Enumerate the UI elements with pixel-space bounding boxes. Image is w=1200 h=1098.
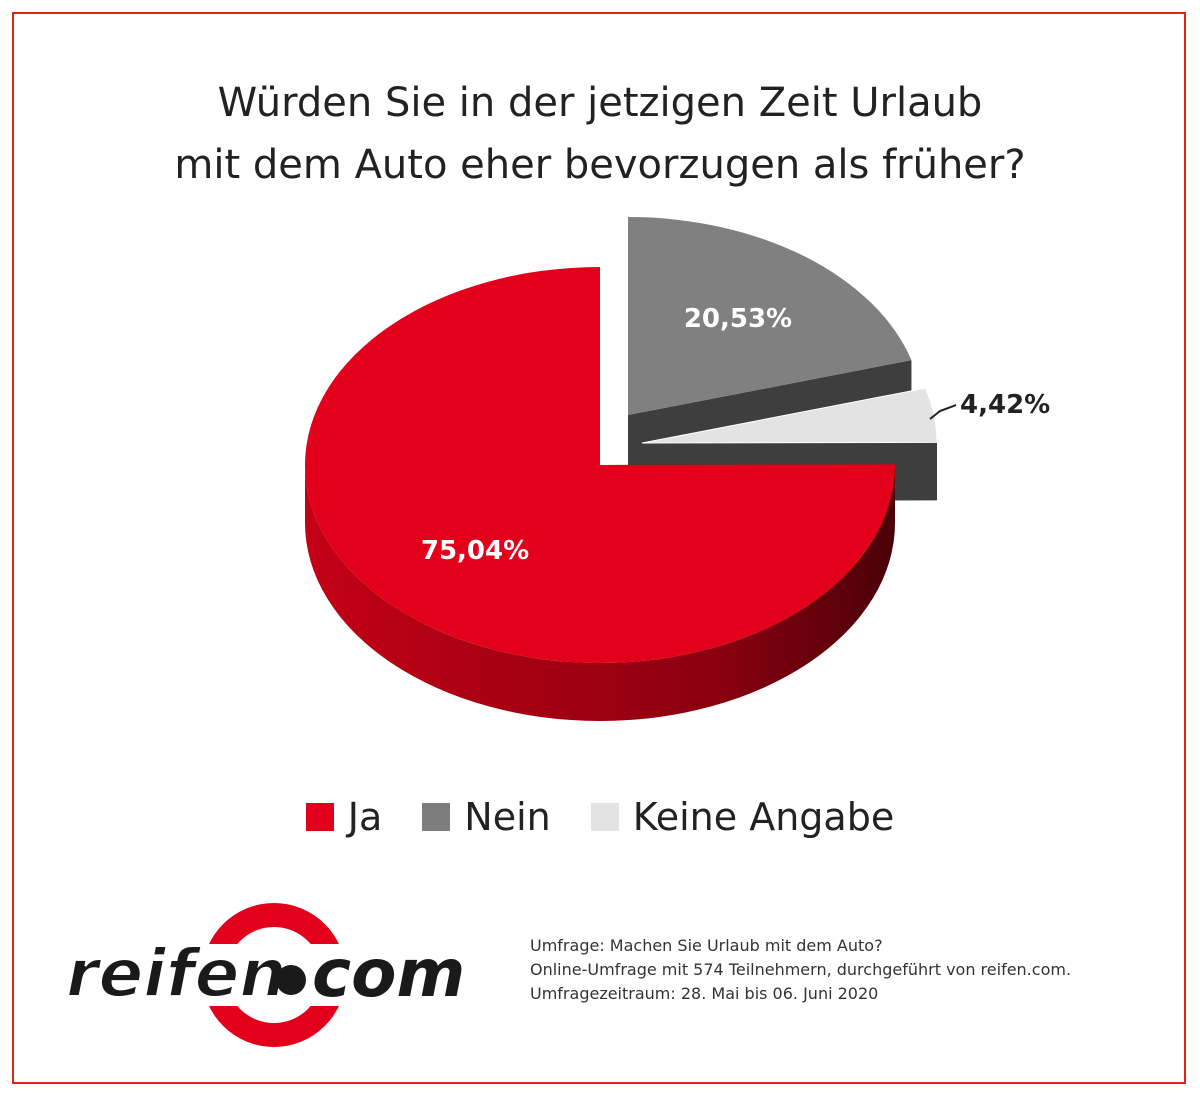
logo-text-left: reifen [66,935,286,1012]
footnote-line-3: Umfragezeitraum: 28. Mai bis 06. Juni 20… [530,984,879,1003]
pie-chart: 75,04% 20,53% 4,42% [304,217,1050,721]
legend-item-keine-angabe: Keine Angabe [590,795,895,839]
title-line-1: Würden Sie in der jetzigen Zeit Urlaub [217,80,983,126]
pie-side-ja [305,465,895,721]
legend-swatch-nein [422,803,451,831]
pie-slice-ja [304,267,895,664]
pie-label-nein: 20,53% [684,304,792,334]
pie-leader-keine-angabe [929,404,957,420]
title-line-2: mit dem Auto eher bevorzugen als früher? [174,142,1026,188]
logo-dot-icon [276,965,306,995]
legend-label-ja: Ja [347,795,383,839]
pie-label-ja: 75,04% [421,536,529,566]
legend-swatch-ja [305,803,334,831]
footnote-line-2: Online-Umfrage mit 574 Teilnehmern, durc… [530,960,1072,979]
logo-band [62,944,482,1006]
outer-frame [12,12,1186,1084]
pie-label-keine-angabe: 4,42% [960,390,1050,420]
legend-item-nein: Nein [422,795,551,839]
pie-slice-nein [628,217,912,415]
legend-item-ja: Ja [305,795,383,839]
legend-label-nein: Nein [464,795,551,839]
chart-title: Würden Sie in der jetzigen Zeit Urlaub m… [0,72,1200,196]
legend-label-keine-angabe: Keine Angabe [632,795,895,839]
reifen-com-logo: reifen com [62,903,482,1047]
logo-text-right: com [312,935,465,1012]
footnote-line-1: Umfrage: Machen Sie Urlaub mit dem Auto? [530,936,883,955]
legend-swatch-keine-angabe [590,803,619,831]
legend: Ja Nein Keine Angabe [0,795,1200,839]
footnote: Umfrage: Machen Sie Urlaub mit dem Auto?… [530,934,1071,1006]
